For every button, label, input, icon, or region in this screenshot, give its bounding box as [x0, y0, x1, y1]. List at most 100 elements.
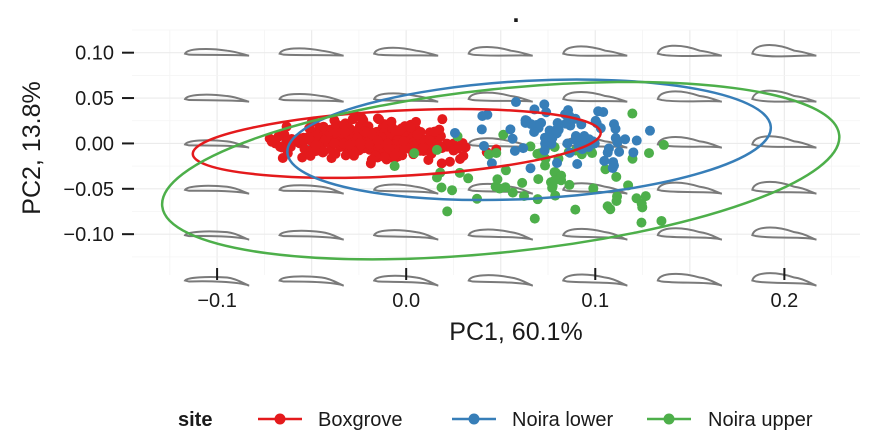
y-axis-label: PC2, 13.8% — [18, 81, 46, 214]
data-point-noira-lower — [507, 133, 518, 144]
data-point-noira-upper — [492, 174, 503, 185]
data-point-noira-lower — [576, 135, 587, 146]
outline-shape — [751, 226, 817, 241]
grid-lines — [132, 29, 860, 275]
x-axis-label: PC1, 60.1% — [449, 318, 582, 346]
data-point-noira-upper — [507, 187, 518, 198]
outline-shape — [183, 230, 250, 241]
outline-shape — [278, 184, 344, 195]
data-point-noira-upper — [540, 160, 551, 171]
data-point-noira-lower — [620, 134, 631, 145]
data-point-boxgrove — [355, 137, 366, 148]
data-point-noira-upper — [498, 129, 509, 140]
data-point-boxgrove — [444, 156, 455, 167]
confidence-ellipses — [160, 78, 841, 261]
outline-shape — [656, 90, 722, 103]
outline-shape — [183, 93, 250, 103]
data-point-boxgrove — [273, 131, 284, 142]
data-point-noira-lower — [599, 155, 610, 166]
data-point-boxgrove — [429, 126, 440, 137]
data-point-boxgrove — [412, 129, 423, 140]
data-point-noira-lower — [510, 97, 521, 108]
data-point-noira-lower — [525, 119, 536, 130]
outline-shape — [372, 46, 439, 57]
data-point-noira-upper — [436, 182, 447, 193]
data-point-noira-upper — [517, 177, 528, 188]
data-point-noira-lower — [607, 163, 618, 174]
data-point-boxgrove — [417, 143, 428, 154]
legend-key-noira-lower-point — [468, 413, 480, 425]
data-point-noira-upper — [431, 172, 442, 183]
data-point-boxgrove — [329, 115, 340, 126]
data-point-noira-upper — [500, 182, 511, 193]
data-point-noira-upper — [570, 204, 581, 215]
data-point-noira-lower — [505, 124, 516, 135]
outline-shape — [467, 228, 533, 241]
x-tick-label: 0.1 — [581, 290, 609, 312]
chart-title: . — [513, 0, 520, 28]
axes: −0.1 0.0 0.1 0.2 0.10 0.05 0.00 −0.05 −0.10 — [63, 43, 798, 312]
outline-shape — [183, 139, 250, 149]
outline-shape — [183, 184, 250, 195]
data-point-boxgrove — [318, 121, 329, 132]
ellipse-boxgrove — [191, 107, 602, 180]
data-point-noira-upper — [611, 171, 622, 182]
data-point-noira-lower — [614, 146, 625, 157]
data-point-noira-upper — [611, 196, 622, 207]
data-point-boxgrove — [276, 142, 287, 153]
data-point-noira-upper — [409, 148, 420, 159]
data-point-noira-upper — [605, 204, 616, 215]
data-point-noira-upper — [588, 183, 599, 194]
data-point-boxgrove — [373, 114, 384, 125]
legend-key-boxgrove-point — [274, 413, 286, 425]
outline-shape — [467, 46, 533, 57]
data-point-boxgrove — [344, 139, 355, 150]
data-point-noira-lower — [572, 159, 583, 170]
outline-shape — [656, 44, 722, 58]
data-point-boxgrove — [392, 125, 403, 136]
data-point-noira-upper — [549, 175, 560, 186]
outline-shape — [751, 44, 817, 58]
data-point-noira-upper — [637, 202, 648, 213]
legend-title: site — [178, 409, 212, 431]
data-point-boxgrove — [356, 112, 367, 123]
data-point-boxgrove — [397, 150, 408, 161]
outline-shape — [278, 47, 344, 57]
data-point-noira-upper — [389, 161, 400, 172]
outline-shape — [372, 229, 439, 241]
legend-key-noira-upper-point — [663, 413, 675, 425]
data-point-boxgrove — [305, 150, 316, 161]
outline-shape — [656, 227, 723, 241]
data-point-boxgrove — [452, 143, 463, 154]
outline-shape — [372, 183, 439, 195]
data-point-boxgrove — [389, 150, 400, 161]
outline-shape — [751, 181, 817, 195]
data-point-noira-lower — [539, 145, 550, 156]
data-point-noira-lower — [612, 137, 623, 148]
data-point-boxgrove — [379, 151, 390, 162]
outline-shape — [751, 89, 817, 103]
x-tick-label: 0.0 — [392, 290, 420, 312]
outline-shape — [562, 227, 628, 241]
data-point-boxgrove — [372, 135, 383, 146]
data-point-noira-lower — [610, 123, 621, 134]
legend: site Boxgrove Noira lower Noira upper — [178, 409, 813, 431]
data-point-boxgrove — [460, 142, 471, 153]
data-point-noira-lower — [478, 140, 489, 151]
x-tick-label: 0.2 — [770, 290, 798, 312]
outline-shape — [467, 91, 533, 103]
data-point-boxgrove — [436, 158, 447, 169]
data-point-noira-upper — [463, 173, 474, 184]
data-point-noira-upper — [656, 215, 667, 226]
outline-shape — [562, 91, 628, 103]
outline-shape — [278, 92, 344, 103]
outline-shape — [278, 229, 344, 241]
legend-label-noira-upper: Noira upper — [708, 409, 813, 431]
data-point-noira-lower — [509, 145, 520, 156]
data-point-noira-upper — [640, 191, 651, 202]
y-tick-label: 0.10 — [75, 43, 114, 65]
data-point-noira-lower — [644, 125, 655, 136]
data-point-noira-upper — [564, 179, 575, 190]
data-point-noira-upper — [658, 139, 669, 150]
